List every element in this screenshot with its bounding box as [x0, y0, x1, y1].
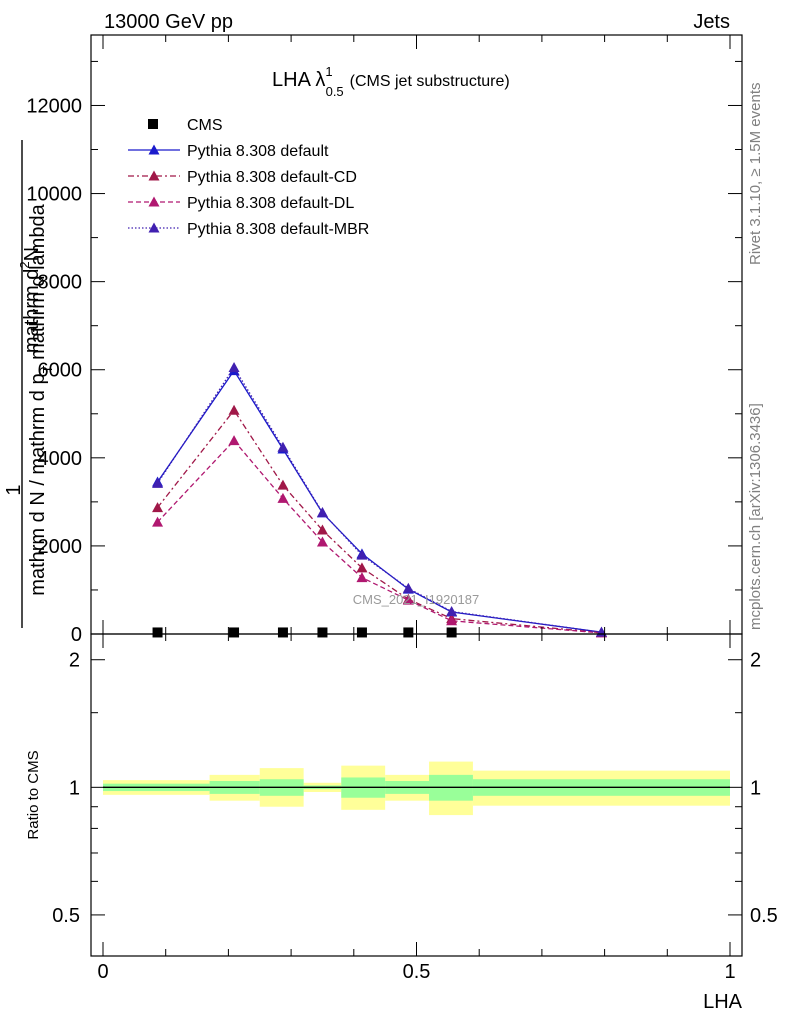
series-marker — [356, 572, 368, 583]
rivet-version-label: Rivet 3.1.10, ≥ 1.5M events — [747, 83, 764, 266]
y-tick-label-ratio-right: 2 — [750, 650, 761, 672]
legend-item: CMS — [148, 117, 223, 134]
y-tick-label-main: 0 — [71, 624, 82, 646]
series-pythia-8-308-default-mbr — [152, 362, 607, 637]
series-marker — [446, 606, 458, 617]
series-line — [157, 439, 602, 634]
series-marker — [316, 506, 328, 517]
series-line — [156, 366, 602, 633]
series-marker — [402, 594, 414, 605]
series-marker — [277, 479, 289, 490]
x-tick-label: 0.5 — [403, 961, 431, 983]
x-tick-label: 1 — [724, 961, 735, 983]
cms-data-point — [152, 627, 163, 638]
legend-label: CMS — [187, 117, 223, 134]
legend-item: Pythia 8.308 default-MBR — [128, 221, 369, 238]
legend-swatch-marker — [148, 222, 160, 233]
legend-label: Pythia 8.308 default — [187, 143, 329, 160]
legend-swatch-marker — [148, 170, 160, 181]
series-marker — [228, 435, 240, 446]
header-right: Jets — [693, 11, 730, 33]
series-marker — [402, 582, 414, 593]
series-pythia-8-308-default-dl — [152, 435, 607, 638]
series-marker — [228, 362, 240, 373]
legend-swatch-marker — [148, 196, 160, 207]
series-cms — [152, 627, 457, 638]
legend-label: Pythia 8.308 default-MBR — [187, 221, 369, 238]
cms-data-point — [277, 627, 288, 638]
y-tick-label-ratio: 1 — [69, 777, 80, 799]
series-marker — [152, 516, 164, 527]
legend-item: Pythia 8.308 default-CD — [128, 169, 357, 186]
series-marker — [152, 502, 164, 513]
cms-data-point — [446, 627, 457, 638]
ratio-y-label: Ratio to CMS — [25, 750, 42, 839]
y-tick-label-ratio-right: 1 — [750, 777, 761, 799]
y-tick-label-ratio: 0.5 — [52, 905, 80, 927]
y-tick-label-main: 4000 — [38, 448, 83, 470]
legend: CMS Pythia 8.308 default Pythia 8.308 defa… — [128, 117, 369, 238]
series-marker — [316, 536, 328, 547]
y-tick-label-main: 2000 — [38, 536, 83, 558]
cms-data-point — [317, 627, 328, 638]
series-marker — [152, 477, 164, 488]
series-marker — [356, 549, 368, 560]
y-tick-label-ratio-right: 0.5 — [750, 905, 778, 927]
y-axis-label-main: 1 mathrm d2N mathrm d N / mathrm d pT ma… — [3, 140, 55, 628]
legend-swatch-marker — [148, 144, 160, 155]
y-tick-label-main: 12000 — [26, 95, 82, 117]
mcplots-label: mcplots.cern.ch [arXiv:1306.3436] — [747, 403, 764, 630]
series-marker — [446, 615, 458, 626]
main-panel: CMS Pythia 8.308 default Pythia 8.308 defa… — [26, 34, 743, 646]
header-left: 13000 GeV pp — [104, 11, 233, 33]
legend-item: Pythia 8.308 default — [128, 143, 329, 160]
series-marker — [316, 524, 328, 535]
watermark: CMS_2021_I1920187 — [353, 592, 480, 607]
main-title: LHA λ1 0.5(CMS jet substructure) — [272, 64, 510, 99]
y-tick-label-main: 8000 — [38, 272, 83, 294]
legend-swatch — [148, 119, 158, 129]
ratio-panel: 0.5 0.5 1 1 2 2 0 0.5 1 Ratio to CMS LHA — [25, 633, 778, 1013]
series-line — [156, 409, 602, 634]
legend-item: Pythia 8.308 default-DL — [128, 195, 354, 212]
y-tick-label-main: 6000 — [38, 360, 83, 382]
cms-data-point — [229, 627, 240, 638]
legend-label: Pythia 8.308 default-DL — [187, 195, 354, 212]
y-label-numerator: mathrm d2N — [17, 247, 43, 353]
legend-label: Pythia 8.308 default-CD — [187, 169, 357, 186]
series-marker — [356, 562, 368, 573]
series-marker — [277, 492, 289, 503]
x-tick-label: 0 — [97, 961, 108, 983]
cms-data-point — [403, 627, 414, 638]
y-tick-label-main: 10000 — [26, 184, 82, 206]
y-tick-label-ratio: 2 — [69, 650, 80, 672]
x-axis-label: LHA — [703, 991, 743, 1013]
series-marker — [228, 404, 240, 415]
cms-data-point — [356, 627, 367, 638]
series-marker — [277, 441, 289, 452]
y-label-denominator: mathrm d N / mathrm d pT mathrm d lambda — [27, 203, 55, 595]
y-label-top: 1 — [3, 484, 25, 495]
